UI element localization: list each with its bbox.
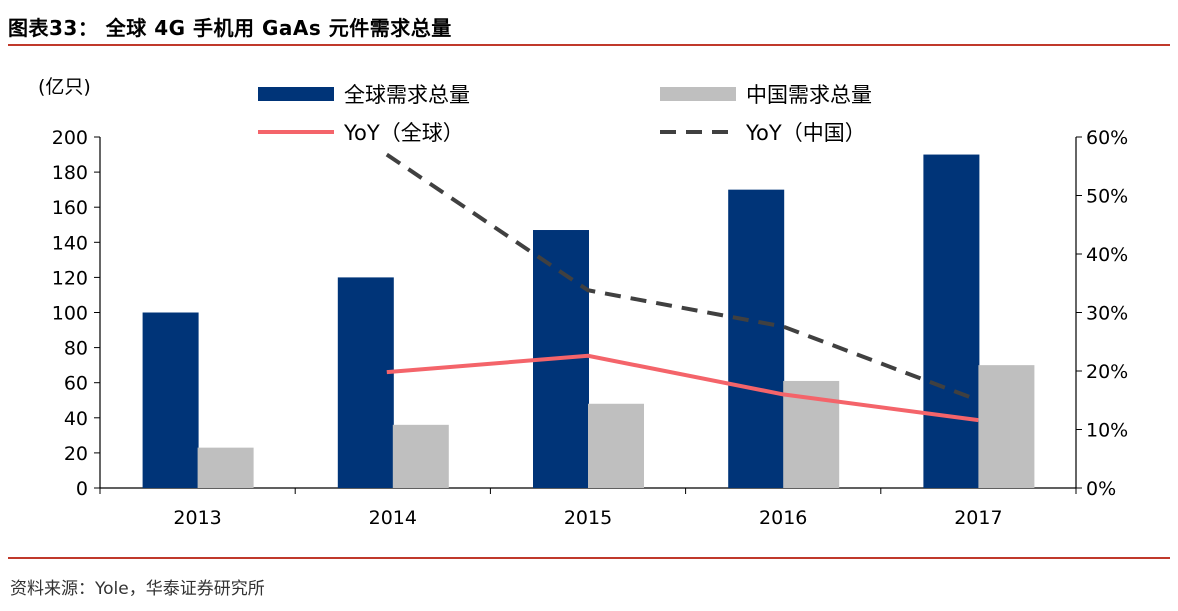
left-tick-label: 20 — [64, 443, 88, 465]
x-tick-label: 2017 — [954, 507, 1002, 529]
left-tick-label: 100 — [52, 303, 88, 325]
y-left-unit: (亿只) — [38, 76, 91, 98]
line-yoy-china — [385, 152, 980, 403]
legend-label: YoY（全球） — [343, 121, 464, 145]
bar-global — [923, 154, 980, 489]
bar-china — [588, 403, 644, 488]
legend-swatch — [258, 87, 334, 101]
bar-global — [728, 189, 785, 488]
left-tick-label: 180 — [52, 162, 88, 184]
right-tick-label: 20% — [1086, 361, 1128, 383]
right-tick-label: 40% — [1086, 244, 1128, 266]
line-yoy-global — [386, 353, 979, 423]
left-tick-label: 80 — [64, 338, 88, 360]
source-divider — [8, 557, 1170, 559]
x-tick-label: 2013 — [173, 507, 221, 529]
x-tick-label: 2016 — [759, 507, 807, 529]
legend-label: 中国需求总量 — [746, 83, 872, 107]
right-tick-label: 30% — [1086, 303, 1128, 325]
left-tick-label: 140 — [52, 232, 88, 254]
title-bar: 图表33： 全球 4G 手机用 GaAs 元件需求总量 — [8, 6, 1170, 46]
left-tick-label: 40 — [64, 408, 88, 430]
left-tick-label: 200 — [52, 127, 88, 149]
legend-swatch — [660, 87, 736, 101]
x-tick-label: 2014 — [369, 507, 417, 529]
bar-china — [978, 365, 1035, 488]
bar-global — [337, 277, 394, 488]
right-tick-label: 0% — [1086, 478, 1116, 500]
source-note: 资料来源：Yole，华泰证券研究所 — [10, 579, 265, 599]
left-tick-label: 120 — [52, 267, 88, 289]
left-tick-label: 60 — [64, 373, 88, 395]
right-tick-label: 10% — [1086, 420, 1128, 442]
chart-title: 图表33： 全球 4G 手机用 GaAs 元件需求总量 — [8, 16, 452, 40]
bar-china — [197, 447, 254, 488]
x-tick-label: 2015 — [564, 507, 612, 529]
bar-global — [142, 312, 199, 488]
bar-china — [392, 424, 449, 488]
left-tick-label: 160 — [52, 197, 88, 219]
legend-label: 全球需求总量 — [344, 83, 470, 107]
left-tick-label: 0 — [76, 478, 88, 500]
right-tick-label: 50% — [1086, 186, 1128, 208]
right-tick-label: 60% — [1086, 127, 1128, 149]
legend-label: YoY（中国） — [745, 121, 866, 145]
